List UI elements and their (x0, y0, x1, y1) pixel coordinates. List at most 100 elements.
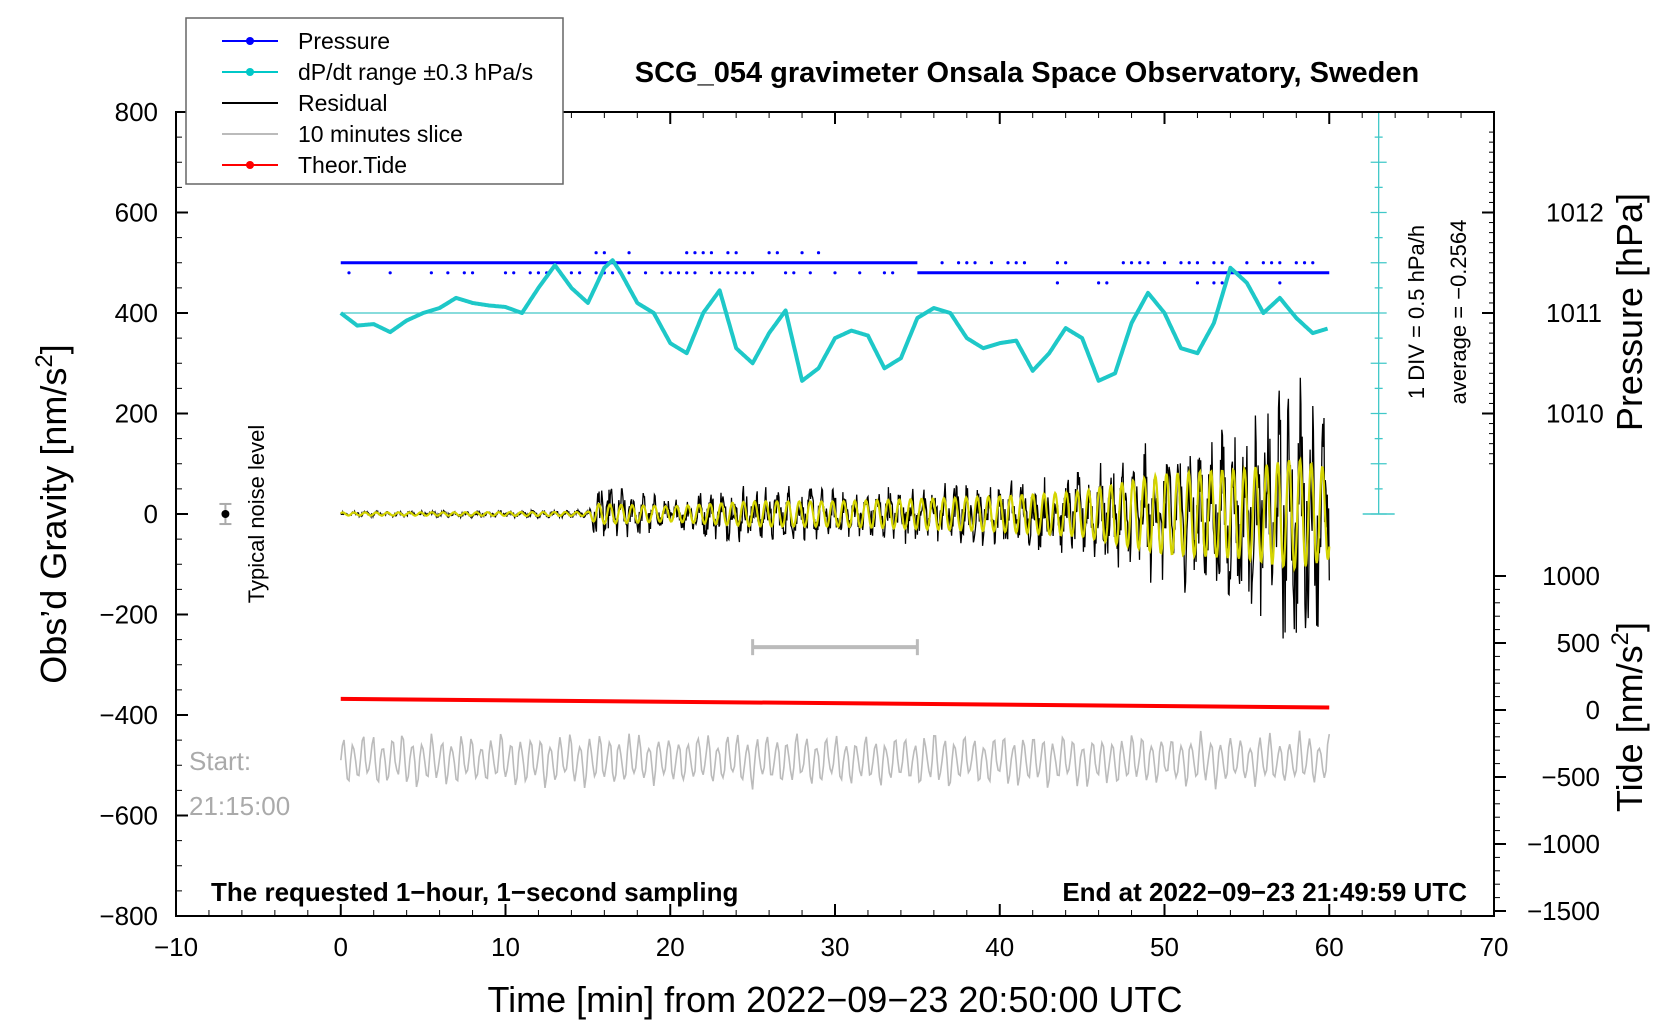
pressure-point (1138, 261, 1142, 265)
legend: Pressure dP/dt range ±0.3 hPa/s Residual 10… (185, 17, 564, 185)
pressure-point (470, 271, 475, 275)
y-axis-title-tide: Tide [nm/s2] (1607, 622, 1650, 812)
pressure-point (1278, 261, 1282, 265)
pressure-point (1269, 261, 1274, 265)
pressure-point (891, 271, 895, 275)
y-tick-label: 0 (144, 499, 158, 529)
pressure-point (726, 251, 730, 255)
pressure-point (1162, 261, 1167, 265)
pressure-point (1278, 281, 1282, 285)
pressure-point (1302, 261, 1307, 265)
pressure-point (1179, 261, 1183, 265)
pressure-point (956, 261, 961, 265)
pressure-point (882, 271, 887, 275)
legend-marker (246, 161, 254, 169)
pressure-point (858, 271, 862, 275)
pressure-point (1212, 261, 1216, 265)
y-axis-title-left-sup: 2 (31, 354, 58, 367)
pressure-point (718, 271, 722, 275)
x-tick-label: 10 (491, 932, 520, 962)
series-layer (219, 111, 1395, 790)
pressure-point (610, 271, 615, 275)
y-axis-title-left: Obs’d Gravity [nm/s2] (31, 344, 74, 683)
pressure-point (742, 271, 746, 275)
x-tick-label: 50 (1150, 932, 1179, 962)
y-axis-title-tide-sup: 2 (1607, 632, 1634, 645)
legend-label: Pressure (298, 28, 390, 54)
pressure-tick-label: 1011 (1546, 298, 1602, 328)
y-tick-label: 200 (115, 399, 158, 429)
plot-frame (175, 111, 1495, 917)
pressure-point (965, 261, 969, 265)
y-tick-label: 400 (115, 298, 158, 328)
pressure-point (1097, 281, 1101, 285)
tide-tick-label: 0 (1586, 695, 1600, 725)
pressure-point (1220, 281, 1224, 285)
x-tick-label: 30 (821, 932, 850, 962)
pressure-point (792, 271, 796, 275)
pressure-point (989, 261, 994, 265)
pressure-point (676, 271, 681, 275)
pressure-point (1187, 261, 1191, 265)
pressure-point (751, 271, 755, 275)
pressure-point (578, 271, 582, 275)
chart-title: SCG_054 gravimeter Onsala Space Observat… (635, 57, 1419, 89)
pressure-point (808, 271, 812, 275)
y-tick-label: 800 (115, 97, 158, 127)
pressure-point (594, 251, 598, 255)
pressure-point (693, 251, 697, 255)
pressure-point (512, 271, 516, 275)
y-tick-label: −600 (99, 801, 158, 831)
x-tick-label: 0 (334, 932, 348, 962)
legend-marker (246, 37, 254, 45)
pressure-point (660, 271, 664, 275)
pressure-point (693, 271, 697, 275)
pressure-point (709, 251, 714, 255)
y-tick-label: −800 (99, 901, 158, 931)
y-axis-title-tide-main: Tide [nm/s (1609, 645, 1650, 812)
pressure-point (1129, 261, 1134, 265)
residual-trace (340, 377, 1330, 639)
pressure-point (734, 271, 738, 275)
legend-label: Residual (298, 90, 388, 116)
pressure-point (685, 271, 689, 275)
pressure-point (1261, 261, 1265, 265)
pressure-point (726, 271, 730, 275)
pressure-point (347, 271, 351, 275)
pressure-point (1245, 261, 1249, 265)
noise-point (221, 510, 230, 518)
tide-tick-label: −1000 (1527, 829, 1600, 859)
tide-tick-label: −500 (1541, 762, 1600, 792)
pressure-point (1055, 261, 1060, 265)
slice-start-label: Start: (189, 746, 251, 776)
pressure-point (1022, 261, 1027, 265)
pressure-scale-average: average = −0.2564 (1446, 220, 1471, 405)
pressure-point (1212, 281, 1216, 285)
pressure-point (536, 271, 541, 275)
legend-items: Pressure dP/dt range ±0.3 hPa/s Residual 10… (222, 28, 533, 178)
x-tick-label: 60 (1315, 932, 1344, 962)
pressure-point (685, 251, 689, 255)
pressure-point (569, 271, 574, 275)
dpdt-curve (339, 258, 1329, 383)
pressure-point (734, 251, 738, 255)
y-axis-title-pressure: Pressure [hPa] (1609, 193, 1650, 431)
pressure-point (1006, 261, 1010, 265)
pressure-point (1121, 261, 1125, 265)
pressure-point (643, 271, 648, 275)
x-tick-label: 20 (656, 932, 685, 962)
legend-label: 10 minutes slice (298, 121, 463, 147)
pressure-tick-label: 1012 (1546, 198, 1604, 228)
legend-label: Theor.Tide (298, 152, 407, 178)
pressure-point (388, 271, 392, 275)
bottom-right-note: End at 2022−09−23 21:49:59 UTC (1062, 877, 1467, 907)
pressure-point (462, 271, 466, 275)
tide-tick-label: 1000 (1542, 561, 1600, 591)
pressure-point (1146, 261, 1150, 265)
x-axis-title: Time [min] from 2022−09−23 20:50:00 UTC (487, 979, 1182, 1020)
pressure-point (775, 251, 779, 255)
pressure-point (1294, 261, 1298, 265)
pressure-scale-div: 1 DIV = 0.5 hPa/h (1404, 225, 1429, 399)
pressure-point (1311, 261, 1315, 265)
